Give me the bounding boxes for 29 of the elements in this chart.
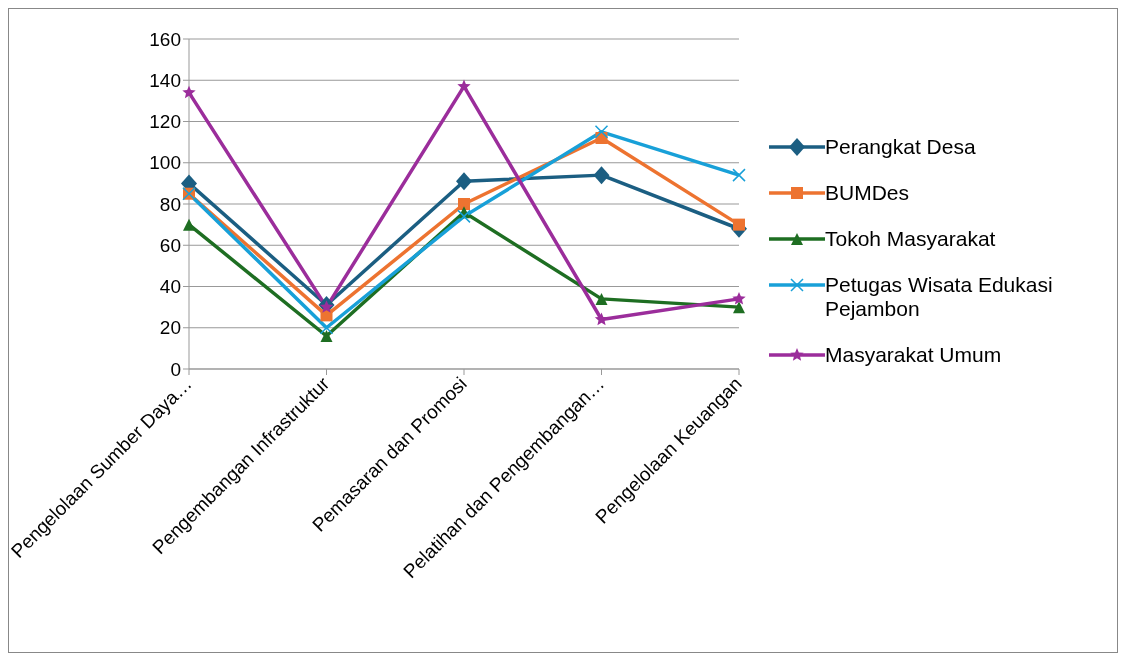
point [456, 172, 472, 191]
point [182, 85, 196, 99]
y-tick-label: 140 [149, 70, 181, 91]
y-tick-label: 20 [159, 317, 181, 339]
y-tick-label: 100 [149, 152, 181, 174]
point [595, 292, 608, 305]
point [733, 218, 745, 231]
legend-label: Perangkat Desa [825, 134, 976, 159]
y-tick-label: 160 [149, 28, 181, 50]
y-tick-label: 80 [159, 193, 181, 215]
point [732, 291, 746, 305]
point [183, 218, 195, 231]
point [319, 321, 334, 335]
y-tick-label: 60 [159, 234, 181, 256]
y-tick-label: 40 [159, 276, 181, 298]
point [458, 198, 470, 210]
legend-label: Masyarakat Umum [825, 342, 1002, 367]
point [457, 209, 471, 224]
y-tick-label: 0 [170, 358, 181, 380]
point [594, 125, 609, 139]
y-tick-label: 120 [149, 111, 181, 133]
legend-label: Tokoh Masyarakat [825, 226, 996, 251]
point [319, 300, 334, 313]
point [732, 168, 746, 182]
point [733, 301, 745, 314]
legend-label: Petugas Wisata Edukasi Pejambon [825, 272, 1054, 321]
point [320, 330, 333, 342]
legend-label: BUMDes [825, 180, 910, 205]
point [593, 166, 610, 185]
